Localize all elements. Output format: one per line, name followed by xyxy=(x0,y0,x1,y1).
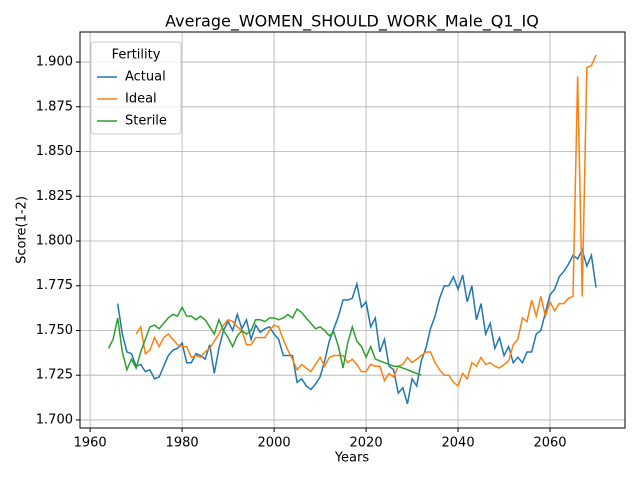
y-tick-label: 1.800 xyxy=(36,234,73,249)
x-tick-label: 2020 xyxy=(350,436,383,451)
x-tick-label: 2040 xyxy=(442,436,475,451)
chart-title: Average_WOMEN_SHOULD_WORK_Male_Q1_IQ xyxy=(165,12,539,32)
legend-box xyxy=(90,41,182,135)
x-tick-label: 1960 xyxy=(74,436,107,451)
x-tick-label: 1980 xyxy=(166,436,199,451)
y-tick-label: 1.725 xyxy=(36,368,73,383)
y-tick-label: 1.750 xyxy=(36,323,73,338)
legend-title: Fertility xyxy=(112,48,161,63)
y-tick-label: 1.875 xyxy=(36,99,73,114)
y-tick-label: 1.900 xyxy=(36,55,73,70)
x-tick-label: 2060 xyxy=(533,436,566,451)
legend-label: Ideal xyxy=(125,92,157,107)
plot-frame xyxy=(79,31,626,429)
x-tick-label: 2000 xyxy=(258,436,291,451)
series-line xyxy=(135,54,597,388)
y-tick-label: 1.825 xyxy=(36,189,73,204)
y-tick-label: 1.700 xyxy=(36,412,73,427)
legend-label: Actual xyxy=(125,70,166,85)
x-axis-label: Years xyxy=(334,451,370,466)
legend-label: Sterile xyxy=(125,114,167,129)
series-line xyxy=(116,247,597,405)
y-tick-label: 1.850 xyxy=(36,144,73,159)
series-line xyxy=(107,305,422,376)
y-tick-label: 1.775 xyxy=(36,278,73,293)
y-axis-label: Score(1-2) xyxy=(15,196,30,264)
